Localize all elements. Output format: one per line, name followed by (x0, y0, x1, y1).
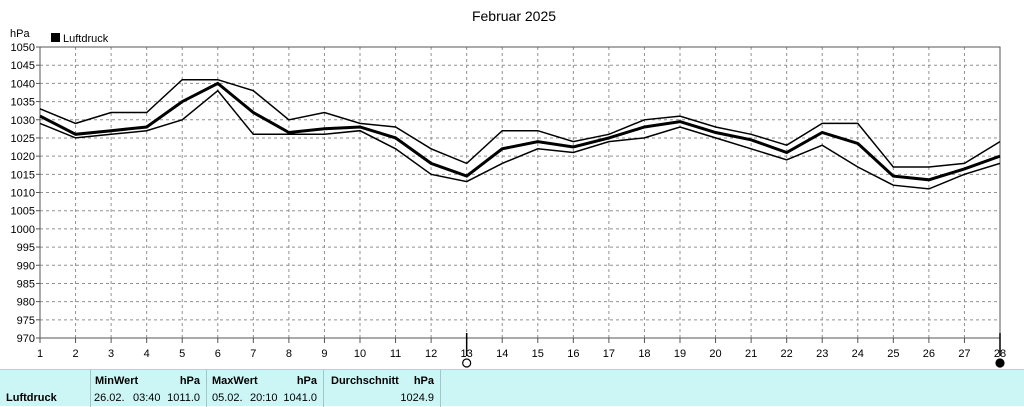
footer-divider (440, 370, 441, 407)
chart-title: Februar 2025 (472, 8, 556, 24)
y-tick-label: 1040 (11, 78, 35, 90)
legend-label: Luftdruck (63, 33, 109, 45)
series (39, 78, 1001, 190)
x-tick-label: 22 (781, 348, 793, 360)
y-tick-label: 980 (17, 297, 35, 309)
footer-divider (90, 370, 91, 407)
x-tick-label: 9 (321, 348, 327, 360)
max-date: 05.02. (212, 392, 243, 404)
full-moon-icon (995, 358, 1005, 368)
max-cell: MaxWert hPa 05.02. 20:10 1041.0 (207, 370, 323, 407)
x-tick-label: 16 (567, 348, 579, 360)
min-unit: hPa (179, 375, 200, 387)
y-tick-label: 1050 (11, 42, 35, 54)
chart: Februar 2025 hPa Luftdruck 9709759809859… (10, 8, 1006, 368)
footer-name: Luftdruck (6, 392, 57, 404)
avg-value: 1024.9 (400, 392, 434, 404)
legend-swatch (51, 33, 60, 42)
x-tick-label: 10 (354, 348, 366, 360)
x-tick-label: 20 (709, 348, 721, 360)
y-tick-label: 1020 (11, 151, 35, 163)
x-tick-label: 25 (887, 348, 899, 360)
y-tick-label: 990 (17, 260, 35, 272)
y-tick-label: 1015 (11, 169, 35, 181)
x-tick-label: 5 (179, 348, 185, 360)
x-tick-label: 1 (37, 348, 43, 360)
x-tick-label: 3 (108, 348, 114, 360)
min-label: MinWert (95, 375, 139, 387)
x-tick-label: 12 (425, 348, 437, 360)
y-tick-label: 1010 (11, 188, 35, 200)
x-tick-label: 6 (215, 348, 221, 360)
min-time: 03:40 (133, 392, 161, 404)
x-tick-label: 18 (638, 348, 650, 360)
avg-label: Durchschnitt (331, 375, 399, 387)
min-date: 26.02. (94, 392, 125, 404)
moon-markers (462, 333, 1005, 368)
min-value: 1011.0 (167, 392, 200, 404)
x-tick-label: 14 (496, 348, 508, 360)
footer-name-cell: Luftdruck (0, 370, 90, 407)
x-tick-label: 26 (923, 348, 935, 360)
x-tick-label: 27 (958, 348, 970, 360)
y-tick-label: 985 (17, 278, 35, 290)
y-tick-label: 970 (17, 333, 35, 345)
y-tick-label: 995 (17, 242, 35, 254)
footer-divider (323, 370, 324, 407)
x-tick-label: 24 (852, 348, 864, 360)
x-tick-label: 19 (674, 348, 686, 360)
avg-unit: hPa (413, 375, 434, 387)
series-line-2 (39, 81, 1001, 182)
grid (40, 47, 1000, 338)
x-tick-label: 11 (390, 348, 401, 360)
min-cell: MinWert hPa 26.02. 03:40 1011.0 (91, 370, 206, 407)
y-tick-label: 1005 (11, 206, 35, 218)
x-tick-label: 23 (816, 348, 828, 360)
x-tick-label: 17 (603, 348, 615, 360)
y-tick-label: 1035 (11, 97, 35, 109)
summary-footer: Luftdruck MinWert hPa 26.02. 03:40 1011.… (0, 369, 1024, 407)
x-tick-label: 21 (745, 348, 757, 360)
y-tick-label: 1025 (11, 133, 35, 145)
max-time: 20:10 (250, 392, 278, 404)
max-value: 1041.0 (283, 392, 317, 404)
x-axis: 1234567891011121314151617181920212223242… (37, 338, 1006, 360)
series-line-1 (39, 78, 1001, 168)
y-axis-unit: hPa (10, 28, 30, 40)
x-tick-label: 8 (286, 348, 292, 360)
footer-divider (206, 370, 207, 407)
x-tick-label: 15 (532, 348, 544, 360)
x-tick-label: 4 (144, 348, 150, 360)
max-label: MaxWert (212, 375, 258, 387)
avg-cell: Durchschnitt hPa 1024.9 (324, 370, 440, 407)
x-tick-label: 7 (250, 348, 256, 360)
y-tick-label: 1030 (11, 115, 35, 127)
max-unit: hPa (296, 375, 317, 387)
y-tick-label: 975 (17, 315, 35, 327)
y-axis: 970 975 980 985 990 995 1000 1005 1010 1015 1020 10… (11, 42, 40, 345)
x-tick-label: 2 (72, 348, 78, 360)
new-moon-icon (462, 358, 472, 368)
y-tick-label: 1045 (11, 60, 35, 72)
y-tick-label: 1000 (11, 224, 35, 236)
series-line-3 (39, 89, 1001, 190)
